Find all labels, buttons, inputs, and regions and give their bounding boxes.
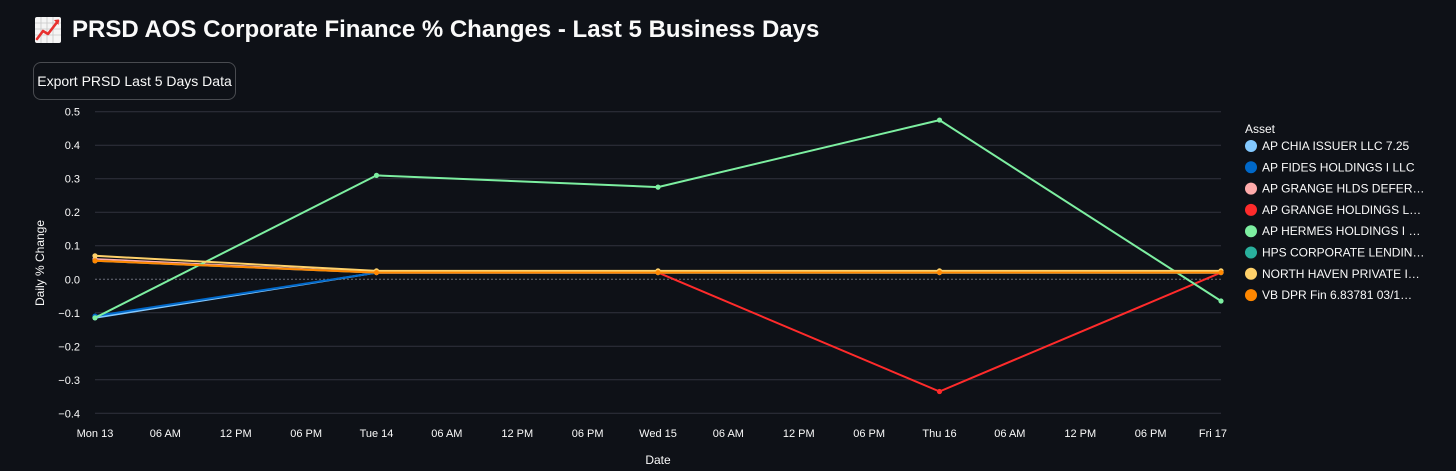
data-point xyxy=(655,269,661,276)
x-tick-label: 12 PM xyxy=(783,428,815,440)
legend-swatch xyxy=(1245,289,1257,302)
x-tick-label: 12 PM xyxy=(1064,428,1096,440)
legend-label: AP GRANGE HLDS DEFER… xyxy=(1262,182,1424,196)
y-axis-ticks: 0.5 0.4 0.3 0.2 0.1 0.0 −0.1 −0.2 −0.3 −0.4 xyxy=(58,107,80,421)
series-2 xyxy=(92,269,1224,319)
x-tick-label: 06 AM xyxy=(713,428,744,440)
data-point xyxy=(92,315,98,321)
data-point xyxy=(936,388,943,395)
x-tick-label: Thu 16 xyxy=(922,428,956,440)
y-axis-title: Daily % Change xyxy=(33,220,47,306)
legend-label: AP FIDES HOLDINGS I LLC xyxy=(1262,160,1415,174)
legend-label: NORTH HAVEN PRIVATE I… xyxy=(1262,267,1420,281)
legend-label: AP CHIA ISSUER LLC 7.25 xyxy=(1262,139,1410,153)
legend-item[interactable]: AP GRANGE HOLDINGS L… xyxy=(1245,203,1421,217)
x-tick-label: 06 AM xyxy=(431,428,462,440)
y-tick-label: 0.4 xyxy=(65,140,80,152)
data-point xyxy=(936,117,943,123)
y-tick-label: 0.0 xyxy=(65,274,80,286)
legend-item[interactable]: VB DPR Fin 6.83781 03/1… xyxy=(1245,288,1412,302)
x-tick-label: 06 AM xyxy=(994,428,1025,440)
x-tick-label: Fri 17 xyxy=(1199,428,1227,440)
x-tick-label: Mon 13 xyxy=(77,428,114,440)
y-tick-label: −0.1 xyxy=(58,308,80,320)
page-title: PRSD AOS Corporate Finance % Changes - L… xyxy=(34,16,819,44)
x-tick-label: 06 PM xyxy=(853,428,885,440)
y-tick-label: 0.1 xyxy=(65,241,80,253)
y-tick-label: −0.2 xyxy=(58,341,80,353)
legend-item[interactable]: AP FIDES HOLDINGS I LLC xyxy=(1245,160,1415,174)
x-tick-label: 06 AM xyxy=(150,428,181,440)
legend-swatch xyxy=(1245,246,1257,259)
legend-item[interactable]: AP CHIA ISSUER LLC 7.25 xyxy=(1245,139,1410,153)
x-tick-label: 12 PM xyxy=(220,428,252,440)
legend-label: AP GRANGE HOLDINGS L… xyxy=(1262,203,1421,217)
legend-swatch xyxy=(1245,225,1257,238)
series-4 xyxy=(92,258,1224,395)
x-tick-label: 06 PM xyxy=(572,428,604,440)
grid-lines xyxy=(95,111,1221,414)
legend-swatch xyxy=(1245,203,1257,216)
legend-label: AP HERMES HOLDINGS I … xyxy=(1262,224,1420,238)
y-tick-label: −0.4 xyxy=(58,408,80,420)
series-5 xyxy=(92,117,1224,321)
legend-label: HPS CORPORATE LENDIN… xyxy=(1262,246,1424,260)
legend-title: Asset xyxy=(1245,122,1276,136)
x-axis-title: Date xyxy=(645,453,671,467)
legend-item[interactable]: HPS CORPORATE LENDIN… xyxy=(1245,246,1424,260)
data-point xyxy=(373,172,380,178)
export-data-button[interactable]: Export PRSD Last 5 Days Data xyxy=(33,62,236,100)
x-tick-label: 06 PM xyxy=(290,428,322,440)
series-8 xyxy=(92,258,1224,276)
y-tick-label: 0.3 xyxy=(65,174,80,186)
legend-item[interactable]: NORTH HAVEN PRIVATE I… xyxy=(1245,267,1420,281)
legend-item[interactable]: AP HERMES HOLDINGS I … xyxy=(1245,224,1420,238)
x-tick-label: Wed 15 xyxy=(639,428,677,440)
data-point xyxy=(92,253,98,259)
x-axis-ticks: Mon 13 06 AM 12 PM 06 PM Tue 14 06 AM 12 PM 06 … xyxy=(77,428,1227,440)
legend-swatch xyxy=(1245,140,1257,152)
x-tick-label: 12 PM xyxy=(501,428,533,440)
data-point xyxy=(373,269,380,276)
x-tick-label: 06 PM xyxy=(1135,428,1167,440)
legend-label: VB DPR Fin 6.83781 03/1… xyxy=(1262,288,1412,302)
chart-increasing-icon xyxy=(35,17,61,43)
data-point xyxy=(936,269,943,276)
data-point xyxy=(655,184,661,190)
series-line xyxy=(94,119,1222,319)
x-tick-label: Tue 14 xyxy=(360,428,394,440)
data-point xyxy=(1218,269,1224,276)
legend-item[interactable]: AP GRANGE HLDS DEFER… xyxy=(1245,182,1424,196)
series-lines xyxy=(92,117,1224,395)
series-line xyxy=(94,259,1222,393)
y-tick-label: −0.3 xyxy=(58,375,80,387)
legend-swatch xyxy=(1245,182,1257,195)
y-tick-label: 0.2 xyxy=(65,207,80,219)
legend: Asset AP CHIA ISSUER LLC 7.25 AP FIDES HO… xyxy=(1245,122,1424,302)
legend-swatch xyxy=(1245,267,1257,280)
page-title-text: PRSD AOS Corporate Finance % Changes - L… xyxy=(72,16,820,43)
y-tick-label: 0.5 xyxy=(65,107,80,119)
data-point xyxy=(92,258,98,264)
legend-swatch xyxy=(1245,161,1257,174)
data-point xyxy=(1218,298,1224,304)
